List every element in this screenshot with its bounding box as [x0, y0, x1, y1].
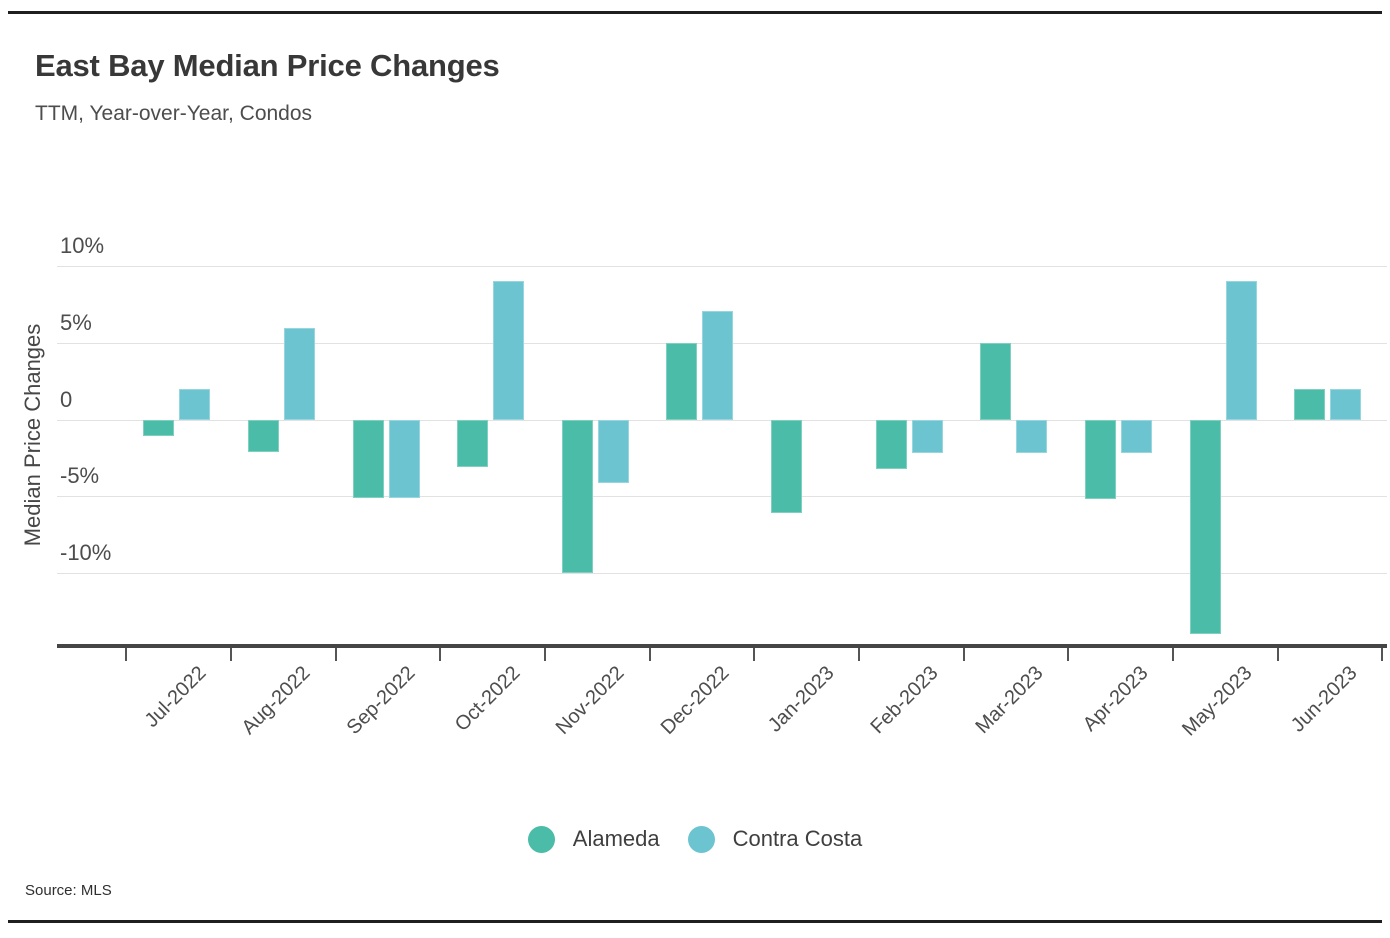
source-note: Source: MLS [25, 882, 112, 899]
x-tick-label-jan-2023: Jan-2023 [763, 662, 839, 737]
bar-alameda-aug-2022 [247, 419, 279, 452]
x-tick-label-jul-2022: Jul-2022 [140, 662, 211, 732]
bar-contra-costa-dec-2022 [702, 310, 734, 420]
bar-contra-costa-sep-2022 [388, 419, 420, 498]
bar-alameda-dec-2022 [666, 342, 698, 420]
source-text: Source: MLS [25, 882, 112, 899]
x-axis-line [57, 644, 1387, 648]
bar-contra-costa-jul-2022 [179, 388, 211, 420]
gridline-10- [57, 266, 1387, 268]
bar-alameda-oct-2022 [457, 419, 489, 468]
x-tick-label-sep-2022: Sep-2022 [342, 662, 420, 739]
legend: Alameda Contra Costa [0, 820, 1390, 858]
x-tick-label-aug-2022: Aug-2022 [238, 662, 315, 739]
y-tick-label-0: 0 [60, 386, 73, 412]
x-tick-label-mar-2023: Mar-2023 [971, 662, 1048, 739]
bar-contra-costa-feb-2023 [911, 419, 943, 454]
x-tick [962, 648, 965, 661]
x-tick [439, 648, 442, 661]
x-tick [544, 648, 546, 661]
x-tick-label-jun-2023: Jun-2023 [1286, 662, 1362, 737]
bar-alameda-feb-2023 [875, 419, 907, 469]
bar-contra-costa-nov-2022 [597, 419, 629, 483]
legend-marker-alameda [527, 825, 555, 853]
bar-alameda-nov-2022 [561, 419, 593, 574]
bar-alameda-sep-2022 [352, 419, 384, 498]
bar-alameda-apr-2023 [1085, 419, 1117, 500]
chart-title: East Bay Median Price Changes [35, 48, 500, 83]
bar-contra-costa-oct-2022 [493, 281, 525, 420]
bar-alameda-jun-2023 [1294, 388, 1326, 420]
x-tick [1276, 648, 1279, 661]
bottom-border [8, 920, 1382, 923]
x-tick-label-may-2023: May-2023 [1178, 662, 1257, 741]
top-border [8, 11, 1382, 14]
x-tick [857, 648, 860, 661]
y-tick-label--10-: -10% [60, 540, 112, 566]
bar-contra-costa-apr-2023 [1121, 419, 1153, 454]
bar-contra-costa-may-2023 [1225, 281, 1257, 420]
bar-contra-costa-mar-2023 [1016, 419, 1048, 454]
bar-alameda-may-2023 [1189, 419, 1221, 635]
x-tick-label-dec-2022: Dec-2022 [656, 662, 734, 739]
bar-contra-costa-aug-2022 [283, 327, 315, 420]
x-tick-label-feb-2023: Feb-2023 [866, 662, 943, 739]
x-tick-label-apr-2023: Apr-2023 [1078, 662, 1153, 736]
gridline--10- [57, 573, 1387, 575]
x-tick [230, 648, 233, 661]
chart-subtitle: TTM, Year-over-Year, Condos [35, 102, 313, 125]
x-tick-label-oct-2022: Oct-2022 [450, 662, 525, 736]
legend-label-contra-costa: Contra Costa [732, 826, 863, 851]
legend-item-alameda: Alameda [527, 825, 660, 853]
y-tick-label--5-: -5% [60, 463, 100, 489]
bar-alameda-mar-2023 [980, 342, 1012, 420]
x-tick [753, 648, 756, 661]
x-tick [1381, 648, 1384, 661]
y-tick-label-5-: 5% [60, 309, 92, 335]
legend-item-contra-costa: Contra Costa [687, 825, 863, 853]
x-tick [648, 648, 651, 661]
x-tick [125, 648, 128, 661]
bar-alameda-jul-2022 [143, 419, 175, 437]
legend-label-alameda: Alameda [572, 826, 660, 851]
x-tick-label-nov-2022: Nov-2022 [551, 662, 629, 739]
gridline--5- [57, 496, 1387, 498]
y-axis-title: Median Price Changes [20, 323, 45, 547]
x-tick [334, 648, 337, 661]
gridline-0 [57, 419, 1387, 421]
bar-contra-costa-jun-2023 [1330, 388, 1362, 420]
x-tick [1171, 648, 1174, 661]
bar-alameda-jan-2023 [771, 419, 803, 514]
x-tick [1067, 648, 1070, 661]
legend-marker-contra-costa [687, 825, 715, 853]
y-tick-label-10-: 10% [60, 233, 105, 259]
